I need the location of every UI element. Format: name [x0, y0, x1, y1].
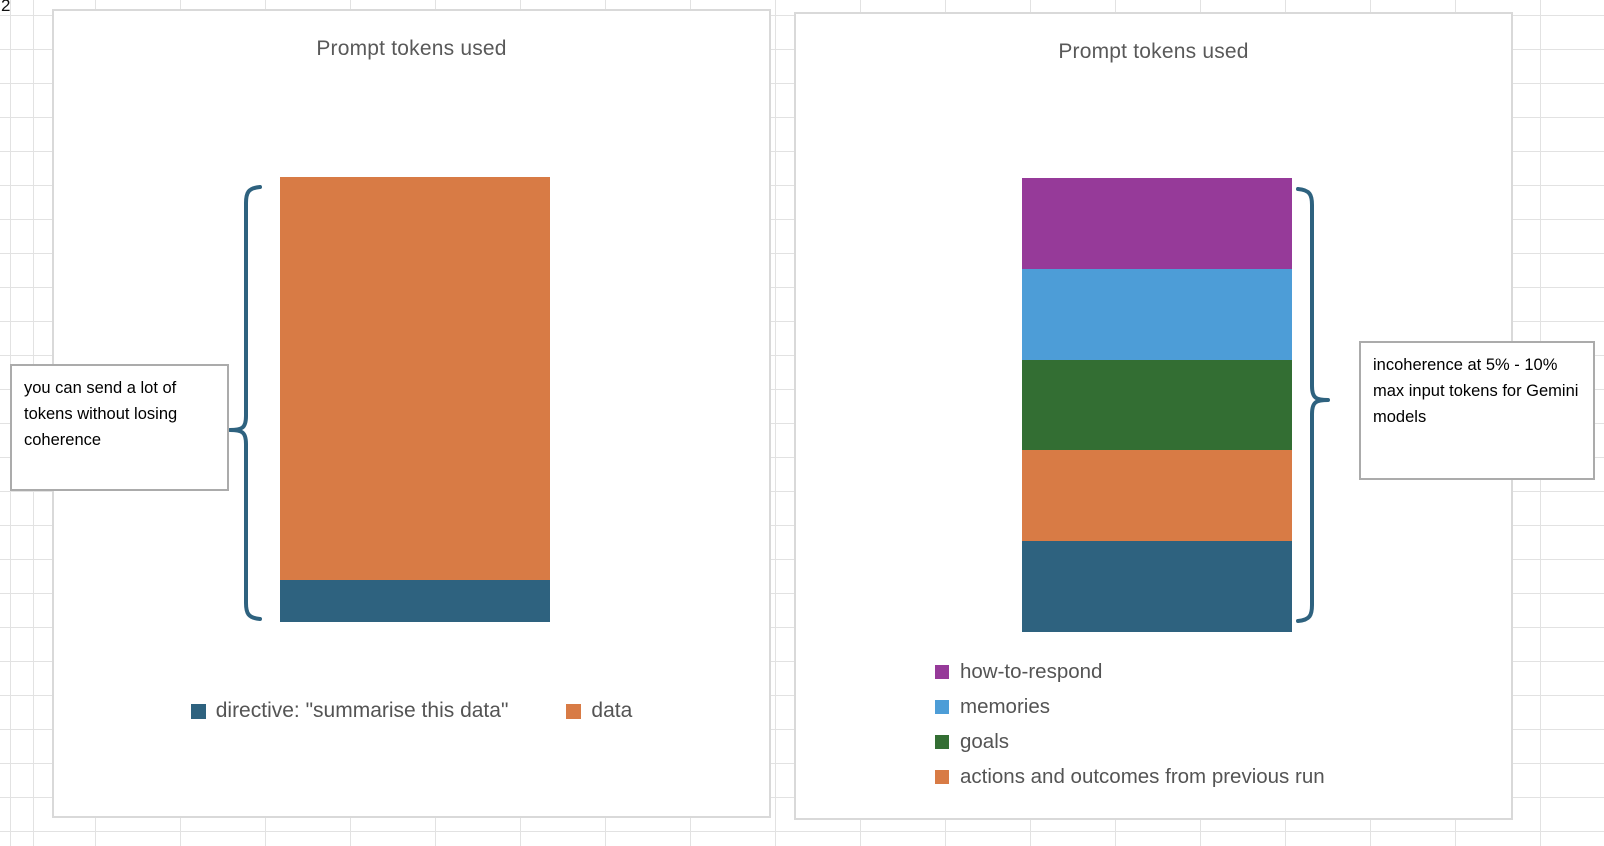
- legend-swatch-directive: [190, 703, 206, 719]
- legend-item-memories: memories: [935, 689, 1325, 724]
- chart-right-title: Prompt tokens used: [1058, 40, 1249, 63]
- bar-segment-directive: [280, 579, 550, 622]
- legend-item-directive: directive: "summarise this data": [190, 699, 509, 723]
- legend-label-memories: memories: [960, 694, 1050, 718]
- legend-swatch-data: [566, 703, 582, 719]
- legend-swatch-actions-outcomes: [935, 769, 949, 784]
- chart-right-legend: how-to-respond memories goals actions an…: [935, 654, 1325, 794]
- callout-coherence-text: you can send a lot of tokens without los…: [24, 379, 178, 449]
- callout-incoherence[interactable]: incoherence at 5% - 10% max input tokens…: [1359, 341, 1595, 480]
- chart-left[interactable]: Prompt tokens used directive: "summarise…: [52, 9, 771, 818]
- legend-label-directive: directive: "summarise this data": [215, 699, 509, 722]
- legend-swatch-goals: [935, 734, 949, 749]
- bar-segment-memories: [1022, 268, 1292, 360]
- stacked-bar-left: [280, 177, 550, 622]
- legend-item-actions-outcomes: actions and outcomes from previous run: [935, 759, 1325, 794]
- bar-segment-how-to-respond: [1022, 178, 1292, 269]
- legend-item-how-to-respond: how-to-respond: [935, 654, 1325, 689]
- left-curly-brace: [228, 185, 262, 621]
- legend-item-goals: goals: [935, 724, 1325, 759]
- stacked-bar-right: [1022, 178, 1292, 632]
- bar-segment-goals: [1022, 359, 1292, 451]
- chart-left-legend: directive: "summarise this data" data: [54, 699, 769, 723]
- legend-swatch-memories: [935, 699, 949, 714]
- legend-swatch-how-to-respond: [935, 664, 949, 679]
- bar-segment-data: [280, 177, 550, 580]
- legend-label-how-to-respond: how-to-respond: [960, 659, 1103, 683]
- legend-label-actions-outcomes: actions and outcomes from previous run: [960, 764, 1325, 788]
- chart-left-title: Prompt tokens used: [316, 37, 507, 60]
- bar-segment-actions-outcomes: [1022, 450, 1292, 542]
- legend-label-goals: goals: [960, 729, 1010, 753]
- legend-label-data: data: [591, 699, 633, 722]
- bar-segment-unlabeled-bottom: [1022, 541, 1292, 632]
- callout-incoherence-text: incoherence at 5% - 10% max input tokens…: [1373, 356, 1579, 426]
- callout-coherence[interactable]: you can send a lot of tokens without los…: [10, 364, 229, 491]
- right-curly-brace: [1296, 187, 1330, 623]
- legend-item-data: data: [566, 699, 632, 723]
- row-header-label: 2: [1, 0, 11, 15]
